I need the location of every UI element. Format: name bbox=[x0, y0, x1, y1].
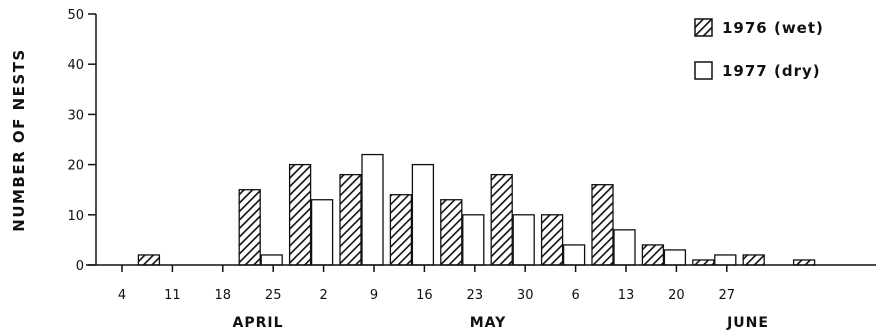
y-tick-label: 30 bbox=[67, 108, 84, 123]
y-tick-label: 20 bbox=[67, 159, 84, 174]
bar-1976 bbox=[591, 184, 614, 266]
x-tick-label: 30 bbox=[517, 288, 534, 303]
y-axis-title: NUMBER OF NESTS bbox=[10, 48, 28, 231]
x-tick-label: 25 bbox=[265, 288, 282, 303]
bar-1977 bbox=[714, 254, 737, 266]
bar-1977 bbox=[310, 199, 334, 266]
bar-1976 bbox=[540, 214, 564, 266]
x-tick-label: 20 bbox=[668, 288, 685, 303]
bar-1976 bbox=[490, 173, 513, 266]
bar-1976 bbox=[692, 259, 715, 266]
x-tick-label: 2 bbox=[319, 288, 327, 303]
bar-1976 bbox=[238, 189, 261, 266]
x-tick-label: 4 bbox=[118, 288, 126, 303]
y-tick-label: 40 bbox=[67, 58, 84, 73]
month-labels: APRIL MAY JUNE bbox=[232, 315, 769, 331]
bar-1977 bbox=[663, 249, 687, 266]
bar-1977 bbox=[361, 153, 384, 266]
bar-1977 bbox=[260, 254, 283, 266]
y-axis: 0 10 20 30 40 50 bbox=[67, 8, 97, 274]
month-label: JUNE bbox=[726, 315, 769, 331]
y-tick-label: 10 bbox=[67, 209, 84, 224]
bar-1976 bbox=[641, 244, 665, 266]
bars bbox=[137, 153, 816, 266]
y-tick-label: 50 bbox=[67, 8, 84, 23]
bar-1976 bbox=[792, 259, 816, 266]
x-tick-label: 11 bbox=[164, 288, 181, 303]
bar-1977 bbox=[613, 229, 636, 266]
legend-label-1976: 1976 (wet) bbox=[722, 19, 824, 37]
bar-1977 bbox=[462, 214, 485, 266]
bar-1976 bbox=[742, 254, 765, 266]
legend-swatch-1976 bbox=[694, 18, 713, 37]
month-label: MAY bbox=[470, 315, 507, 331]
x-tick-label: 23 bbox=[467, 288, 484, 303]
x-tick-label: 13 bbox=[618, 288, 635, 303]
bar-1976 bbox=[389, 194, 413, 266]
legend-label-1977: 1977 (dry) bbox=[722, 62, 821, 80]
bar-1976 bbox=[137, 254, 161, 266]
legend: 1976 (wet) 1977 (dry) bbox=[694, 18, 824, 80]
bar-1977 bbox=[512, 214, 535, 266]
x-tick-label: 9 bbox=[370, 288, 378, 303]
bar-1976 bbox=[288, 163, 312, 266]
bar-1976 bbox=[440, 199, 463, 266]
legend-swatch-1977 bbox=[694, 61, 713, 80]
bar-1976 bbox=[339, 173, 362, 266]
month-label: APRIL bbox=[232, 315, 283, 331]
x-tick-label: 18 bbox=[215, 288, 232, 303]
x-tick-label: 6 bbox=[571, 288, 579, 303]
bar-1977 bbox=[562, 244, 586, 266]
x-tick-label: 27 bbox=[719, 288, 736, 303]
y-tick-label: 0 bbox=[76, 259, 84, 274]
x-axis: 4 11 18 25 2 9 16 23 30 6 13 20 27 bbox=[86, 264, 876, 303]
bar-1977 bbox=[411, 163, 435, 266]
x-tick-label: 16 bbox=[416, 288, 433, 303]
